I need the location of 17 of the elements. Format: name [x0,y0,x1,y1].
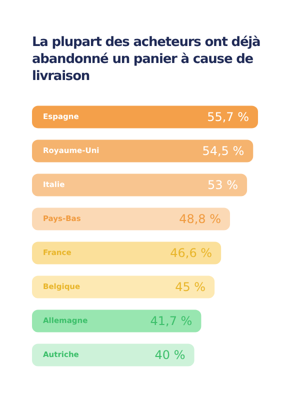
data-label: 40 % [154,348,186,362]
data-label: 41,7 % [150,314,192,328]
bar [32,106,258,128]
data-label: 54,5 % [202,144,244,158]
data-label: 46,6 % [170,246,212,260]
data-label: 45 % [175,280,206,294]
bar [32,310,202,332]
bar [32,208,230,230]
bar [32,242,222,264]
chart-title: La plupart des acheteurs ont déjà abandonné un panier à cause de livraison [32,34,262,85]
data-label: 53 % [208,178,238,192]
bar [32,174,248,196]
bar [32,276,215,298]
bar [32,140,254,162]
bar [32,344,194,366]
data-label: 48,8 % [179,212,222,226]
data-label: 55,7 % [207,110,249,124]
